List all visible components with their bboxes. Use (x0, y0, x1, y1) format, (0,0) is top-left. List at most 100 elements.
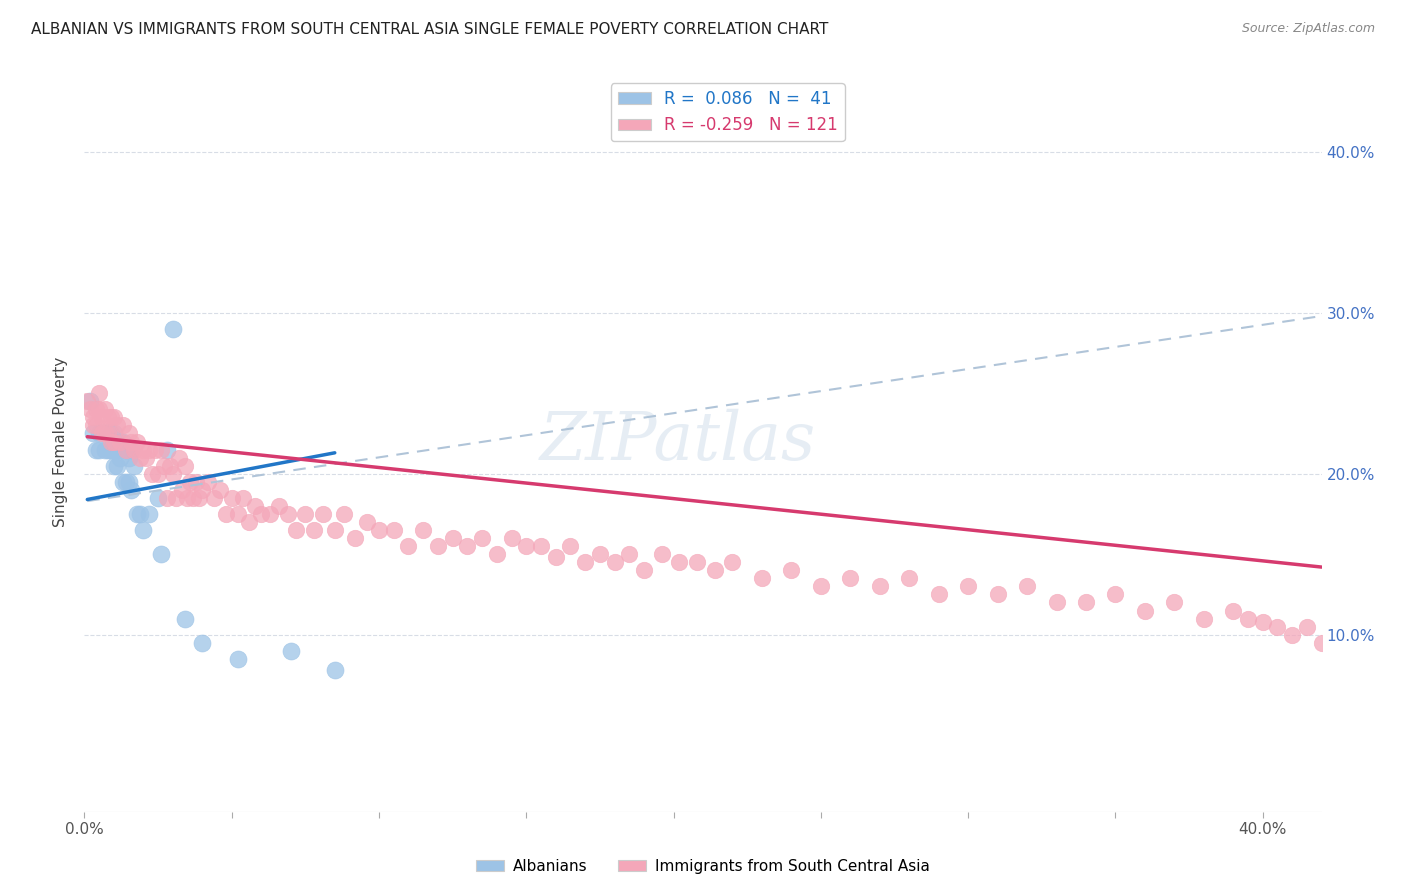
Point (1251, 615, 1274, 629)
Point (412, 523, 434, 537)
Point (105, 458, 128, 473)
Point (501, 531, 523, 545)
Point (285, 523, 308, 537)
Point (603, 555, 626, 569)
Point (530, 539, 553, 553)
Point (156, 491, 179, 505)
Point (277, 507, 299, 521)
Point (84, 442, 107, 457)
Point (153, 458, 176, 473)
Point (94, 426, 117, 441)
Point (117, 450, 139, 465)
Point (91, 426, 114, 441)
Point (129, 450, 152, 465)
Point (751, 571, 773, 585)
Point (382, 523, 405, 537)
Point (127, 434, 149, 449)
Point (149, 547, 172, 561)
Point (259, 507, 281, 521)
Point (170, 483, 193, 497)
Point (810, 579, 832, 593)
Point (103, 434, 125, 449)
Point (1369, 644, 1392, 658)
Point (619, 547, 641, 561)
Point (1354, 636, 1376, 650)
Point (1074, 595, 1097, 609)
Point (162, 322, 184, 336)
Point (780, 563, 803, 577)
Point (100, 426, 122, 441)
Point (1045, 595, 1067, 609)
Point (1192, 611, 1215, 625)
Point (94, 402, 117, 417)
Point (560, 539, 582, 553)
Point (176, 491, 198, 505)
Point (396, 539, 419, 553)
Point (132, 442, 155, 457)
Point (1310, 636, 1333, 650)
Point (323, 523, 346, 537)
Point (1104, 587, 1126, 601)
Point (1133, 603, 1156, 617)
Point (250, 507, 273, 521)
Point (686, 555, 709, 569)
Point (226, 507, 249, 521)
Point (91, 426, 114, 441)
Point (108, 434, 131, 449)
Y-axis label: Single Female Poverty: Single Female Poverty (53, 357, 69, 526)
Point (138, 507, 160, 521)
Point (721, 555, 744, 569)
Point (839, 571, 862, 585)
Point (589, 547, 612, 561)
Point (114, 442, 136, 457)
Point (323, 663, 346, 677)
Point (191, 483, 214, 497)
Point (928, 587, 950, 601)
Point (173, 611, 195, 625)
Point (302, 523, 325, 537)
Point (79, 394, 101, 409)
Point (957, 579, 980, 593)
Point (94, 426, 117, 441)
Point (898, 571, 921, 585)
Point (121, 442, 143, 457)
Point (117, 475, 139, 489)
Point (103, 458, 125, 473)
Point (312, 507, 335, 521)
Point (82, 426, 104, 441)
Text: Source: ZipAtlas.com: Source: ZipAtlas.com (1241, 22, 1375, 36)
Point (245, 499, 267, 513)
Point (162, 467, 184, 481)
Point (1222, 603, 1244, 617)
Point (191, 636, 214, 650)
Point (1324, 619, 1347, 633)
Point (117, 426, 139, 441)
Point (1015, 579, 1038, 593)
Point (426, 539, 449, 553)
Point (1296, 619, 1319, 633)
Point (574, 555, 596, 569)
Point (356, 515, 378, 529)
Point (1163, 595, 1185, 609)
Point (485, 547, 508, 561)
Point (87, 442, 110, 457)
Point (82, 410, 104, 425)
Point (179, 475, 201, 489)
Point (108, 434, 131, 449)
Legend: R =  0.086   N =  41, R = -0.259   N = 121: R = 0.086 N = 41, R = -0.259 N = 121 (610, 83, 845, 141)
Point (869, 579, 891, 593)
Point (280, 644, 302, 658)
Point (84, 402, 107, 417)
Point (344, 531, 367, 545)
Point (82, 418, 104, 433)
Point (138, 442, 160, 457)
Point (232, 491, 254, 505)
Point (703, 563, 725, 577)
Point (186, 475, 208, 489)
Point (1340, 644, 1362, 658)
Point (87, 386, 110, 401)
Point (111, 434, 134, 449)
Point (159, 458, 181, 473)
Point (129, 507, 152, 521)
Point (1267, 619, 1289, 633)
